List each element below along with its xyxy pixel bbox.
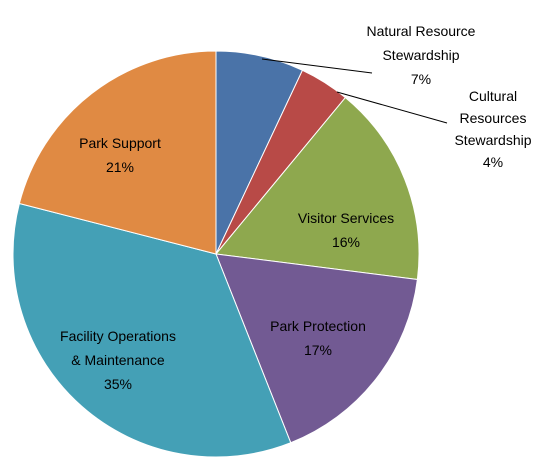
category-label: Cultural Resources Stewardship (454, 88, 532, 148)
value-label: 21% (105, 159, 135, 175)
leader-line (261, 58, 373, 74)
slice-label: Visitor Services 16% (276, 206, 416, 254)
pie-slice (215, 96, 420, 281)
pie-slice (18, 50, 217, 255)
value-label: 35% (103, 376, 133, 392)
value-label: 4% (482, 154, 504, 170)
value-label: 7% (410, 71, 432, 87)
slice-label: Park Support 21% (50, 131, 190, 179)
slice-label: Park Protection 17% (248, 314, 388, 362)
slice-label: Facility Operations & Maintenance 35% (58, 324, 178, 396)
category-label: Natural Resource Stewardship (366, 23, 476, 63)
value-label: 17% (303, 342, 333, 358)
slice-label: Natural Resource Stewardship 7% (366, 19, 476, 91)
category-label: Park Support (79, 135, 161, 151)
pie-slice (215, 253, 418, 444)
slice-label: Cultural Resources Stewardship 4% (443, 85, 543, 173)
category-label: Park Protection (270, 318, 366, 334)
value-label: 16% (331, 234, 361, 250)
leader-line (336, 91, 448, 124)
category-label: Visitor Services (297, 210, 395, 226)
category-label: Facility Operations & Maintenance (60, 328, 176, 368)
slices (12, 50, 420, 457)
pie-slice (12, 202, 292, 457)
